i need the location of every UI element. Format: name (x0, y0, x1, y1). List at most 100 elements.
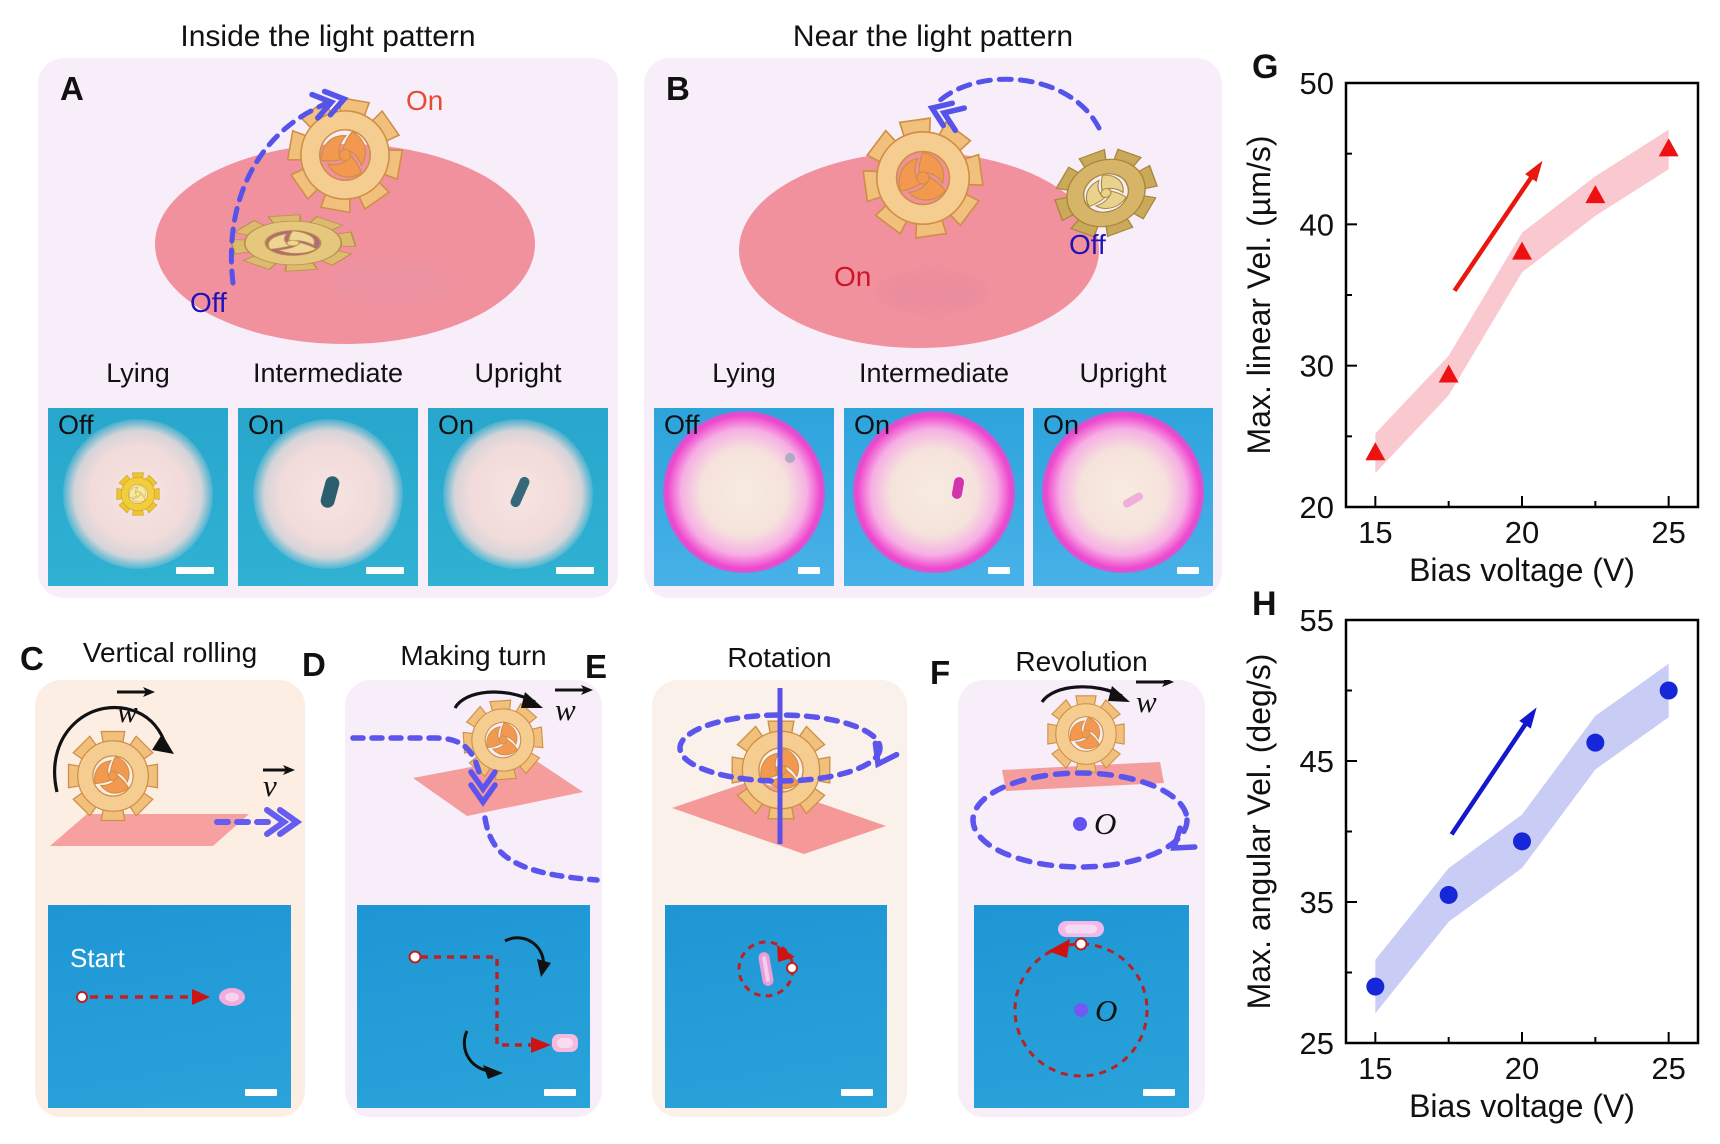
arc-arrowhead (1108, 686, 1130, 702)
vector-arrowhead (581, 685, 593, 695)
light-spot (663, 411, 825, 573)
off-label: Off (190, 287, 227, 318)
panel-c-title: Vertical rolling (82, 637, 258, 668)
microrotor-blob (219, 988, 245, 1006)
turn-arc-1 (504, 936, 546, 970)
trend-arrow-line (1449, 712, 1535, 836)
chart-max-angular-velocity: 15 20 25 25 35 45 55 Bias voltage (V) Max. angul… (1241, 585, 1700, 1124)
micro-state-title: Lying (712, 358, 776, 388)
off-label: Off (1069, 229, 1106, 260)
gear-upright (1047, 695, 1125, 773)
trend-arrow-head (1525, 160, 1543, 182)
panel-e (652, 680, 907, 1117)
light-pattern-ellipse (739, 152, 1099, 348)
data-marker-triangle (1438, 364, 1459, 383)
gear-shadow (328, 259, 452, 305)
gear-upright (67, 730, 159, 822)
omega-rotation-arc (53, 706, 168, 793)
svg-text:w: w (1136, 684, 1157, 719)
panel-f-title: Revolution (1015, 646, 1148, 677)
y-tick-label: 55 (1300, 603, 1334, 638)
revolution-dashed-ellipse (970, 770, 1190, 870)
center-label: O (1094, 806, 1116, 841)
trajectory-arrowhead (531, 1037, 551, 1053)
micro-state-title: Lying (106, 358, 170, 388)
group-title-near: Near the light pattern (792, 20, 1074, 53)
microscope-image: Off (654, 408, 834, 586)
y-tick-label: 50 (1300, 66, 1334, 101)
micro-state-title: Upright (1079, 358, 1167, 388)
data-marker-triangle (1365, 442, 1386, 461)
panel-a: A On Off Lying Off (38, 58, 618, 598)
micro-column: Upright On (428, 358, 608, 586)
arrowhead-chevron (312, 87, 347, 118)
microscope-image: Off (48, 408, 228, 586)
arrowhead-chevron (471, 772, 495, 802)
light-state-label: On (854, 410, 891, 440)
y-axis-label: Max. angular Vel. (deg/s) (1241, 654, 1277, 1010)
microscope-image: On (844, 408, 1024, 586)
gear-upright (460, 697, 546, 783)
y-tick-label: 35 (1300, 885, 1334, 920)
turn-arc-arrowhead (537, 959, 551, 977)
turn-arc-arrowhead (483, 1065, 503, 1079)
x-tick-label: 20 (1505, 1051, 1539, 1086)
microscope-image: On (238, 408, 418, 586)
microrotor-rod (758, 952, 774, 986)
data-marker-circle (1586, 733, 1605, 752)
chart-band (1375, 663, 1669, 1014)
x-tick-label: 15 (1358, 515, 1392, 550)
y-tick-label: 20 (1300, 490, 1334, 525)
trajectory-arrowhead (192, 989, 210, 1005)
scale-bar (245, 1089, 277, 1096)
x-tick-label: 25 (1651, 515, 1685, 550)
y-tick-label: 30 (1300, 349, 1334, 384)
panel-c-label: C (20, 640, 44, 677)
turn-path-dashed-2 (482, 815, 600, 883)
light-spot (443, 419, 593, 569)
y-axis-label: Max. linear Vel. (µm/s) (1241, 136, 1277, 455)
scale-bar (176, 567, 214, 574)
trajectory-arrowhead (777, 945, 795, 962)
light-spot (253, 419, 403, 569)
panel-d-illustration: w (350, 685, 600, 883)
scale-bar (1143, 1089, 1175, 1096)
x-tick-label: 25 (1651, 1051, 1685, 1086)
light-state-label: Off (58, 410, 94, 440)
light-strip (672, 780, 886, 854)
panel-b-label: B (666, 70, 690, 107)
micro-column: Intermediate On (238, 358, 418, 586)
light-strip (50, 814, 249, 846)
panel-e-illustration (672, 688, 907, 854)
data-marker-triangle (1585, 185, 1606, 204)
panel-e-label: E (585, 648, 608, 685)
rotation-dashed-ellipse (677, 712, 883, 784)
gear-upright-on (279, 89, 411, 221)
scale-bar (1177, 567, 1199, 574)
velocity-vector-label: v (263, 765, 295, 803)
panel-f-illustration: w O (970, 680, 1205, 870)
arrowhead-chevron (928, 97, 965, 130)
arrowhead-chevron (867, 743, 896, 769)
light-strip (413, 756, 583, 816)
on-label: On (406, 85, 443, 116)
vector-arrowhead (283, 765, 295, 775)
panel-c: w v Start (35, 680, 305, 1117)
scale-bar (841, 1089, 873, 1096)
trend-arrow-line (1452, 166, 1540, 293)
plot-frame (1344, 618, 1700, 1045)
panel-b: B On Off Lying Off (644, 58, 1222, 598)
light-spot (63, 419, 213, 569)
light-state-label: On (248, 410, 285, 440)
svg-text:w: w (117, 694, 138, 729)
trend-arrow-head (1519, 707, 1537, 729)
data-marker-triangle (1658, 138, 1679, 157)
chart-band (1375, 129, 1669, 474)
vector-arrowhead (143, 687, 155, 697)
data-marker-circle (1366, 977, 1385, 996)
light-strip (1002, 762, 1164, 791)
panel-f: w O O (958, 680, 1205, 1117)
omega-vector-label: w (555, 685, 593, 727)
scale-bar (988, 567, 1010, 574)
